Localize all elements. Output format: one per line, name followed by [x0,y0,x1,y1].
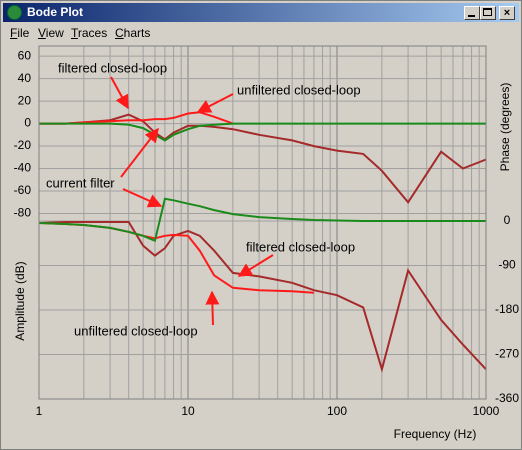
trace [39,122,486,142]
arrow [110,76,129,110]
minimize-button[interactable] [464,6,480,20]
annotation: unfiltered closed-loop [237,82,361,97]
arrow [120,127,159,178]
title-bar: Bode Plot × [3,3,519,22]
window-title: Bode Plot [27,5,83,19]
annotation: filtered closed-loop [58,60,167,75]
y2-tick-label: 0 [504,213,511,227]
x-tick-label: 1000 [473,404,500,418]
y-tick-label: -40 [14,161,32,175]
y2-axis-label: Phase (degrees) [498,83,512,172]
y-tick-label: 40 [18,71,32,85]
arrow [205,290,220,326]
menu-item[interactable]: Traces [71,26,108,40]
arrow [196,93,234,113]
trace [38,197,486,243]
trace [38,222,314,294]
y2-tick-label: -180 [495,302,519,316]
annotation: unfiltered closed-loop [74,323,198,338]
arrow [122,188,163,208]
y-tick-label: 0 [24,116,31,130]
x-tick-label: 10 [181,404,195,418]
plot-frame [38,45,487,400]
y2-tick-label: -90 [498,258,516,272]
menu-item[interactable]: Charts [115,26,151,40]
trace [39,113,487,204]
close-button[interactable]: × [499,6,515,20]
annotation: filtered closed-loop [246,239,355,254]
y2-tick-label: -360 [495,391,519,405]
y-tick-label: 20 [18,93,32,107]
maximize-button[interactable] [480,6,496,20]
y-tick-label: -60 [14,183,32,197]
annotation: current filter [46,175,115,190]
arrow [237,254,274,277]
menu-item[interactable]: File [10,26,30,40]
y-axis-label: Amplitude (dB) [13,261,27,340]
menu-item[interactable]: View [38,26,64,40]
trace [38,221,487,373]
y-tick-label: -20 [14,138,32,152]
x-tick-label: 100 [327,404,347,418]
y-tick-label: -80 [14,206,32,220]
x-tick-label: 1 [36,404,43,418]
y2-tick-label: -270 [495,347,519,361]
x-axis-label: Frequency (Hz) [394,427,477,441]
y-tick-label: 60 [18,48,32,62]
app-icon [7,5,22,20]
